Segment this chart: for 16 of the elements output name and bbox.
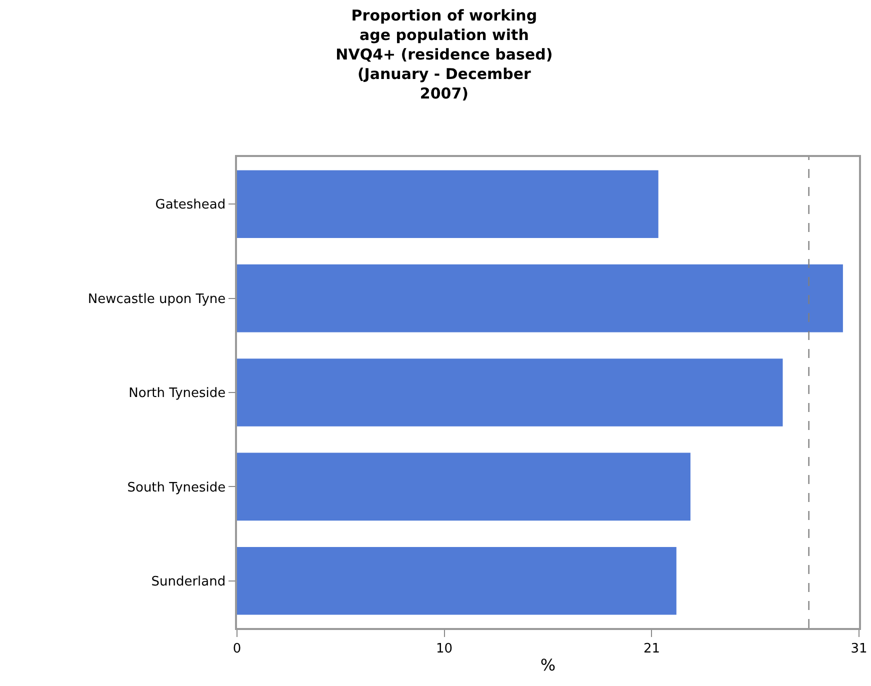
y-tick-label: South Tyneside <box>127 480 226 496</box>
x-tick-label: 31 <box>850 641 868 656</box>
bar <box>237 358 783 426</box>
bar <box>237 264 843 332</box>
bar <box>237 452 690 521</box>
y-tick-label: Gateshead <box>155 198 226 213</box>
x-tick-label: 21 <box>643 641 660 656</box>
x-tick-label: 10 <box>436 641 453 656</box>
bar <box>237 546 676 615</box>
y-tick-label: Sunderland <box>151 574 226 590</box>
x-axis-title: % <box>540 656 556 675</box>
chart-title: Proportion of working age population with NVQ4+ (residence based) (January - December 2007) <box>336 6 553 103</box>
y-tick-label: North Tyneside <box>128 386 226 402</box>
x-tick-label: 0 <box>232 641 242 656</box>
bar <box>237 170 658 238</box>
y-tick-label: Newcastle upon Tyne <box>88 292 226 307</box>
